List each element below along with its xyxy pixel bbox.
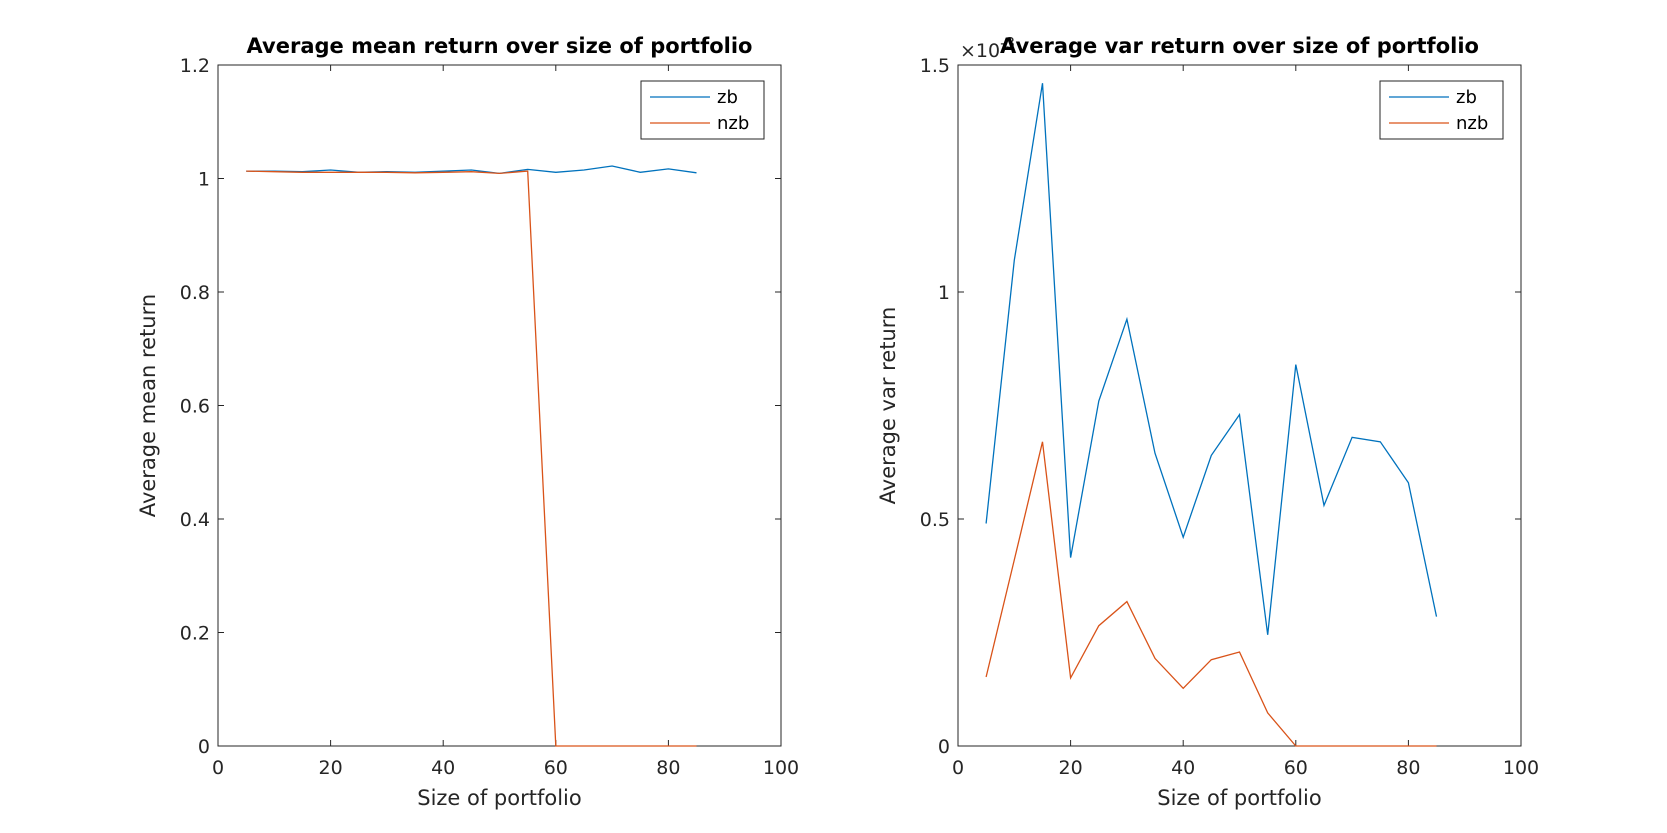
mean-return-chart: 0 20 40 60 80 100 0 0.2 0.4 0.6 0.8 1 1.2 Average mea…: [136, 34, 799, 810]
y-axis-label: Average var return: [876, 307, 900, 505]
y-axis-label: Average mean return: [136, 294, 160, 517]
x-tick-label: 80: [656, 757, 680, 779]
legend-label-nzb: nzb: [717, 113, 749, 134]
y-tick-label: 1: [198, 169, 210, 191]
series-zb: [985, 83, 1438, 635]
y-tick-label: 0.4: [180, 509, 210, 531]
x-tick-label: 20: [1059, 757, 1083, 779]
y-exponent-power: -3: [1000, 34, 1015, 52]
y-tick-label: 0.2: [180, 623, 210, 645]
legend-label-nzb: nzb: [1456, 113, 1488, 134]
x-tick-label: 60: [1284, 757, 1308, 779]
x-tick-label: 100: [763, 757, 799, 779]
series-line-zb: [246, 165, 697, 175]
x-axis-label: Size of portfolio: [417, 786, 582, 810]
y-tick-label: 1.2: [180, 55, 210, 77]
x-tick-label: 80: [1396, 757, 1420, 779]
y-tick-label: 0.8: [180, 282, 210, 304]
y-exponent-base: ×10: [960, 40, 1000, 62]
y-tick-label: 0.6: [180, 396, 210, 418]
x-tick-label: 100: [1503, 757, 1539, 779]
y-tick-label: 0.5: [920, 509, 950, 531]
plot-area: [957, 64, 1522, 747]
legend-box: [640, 80, 765, 140]
x-tick-label: 0: [212, 757, 224, 779]
legend-label-zb: zb: [1456, 87, 1477, 108]
series-line-nzb: [985, 441, 1437, 747]
x-axis-label: Size of portfolio: [1157, 786, 1322, 810]
x-tick-label: 0: [952, 757, 964, 779]
x-tick-label: 20: [319, 757, 343, 779]
y-tick-label: 0: [938, 736, 950, 758]
y-exponent-label: ×10-3: [960, 34, 1015, 62]
legend-label-zb: zb: [717, 87, 738, 108]
legend-box: [1379, 80, 1504, 140]
x-tick-label: 40: [431, 757, 455, 779]
series-line-zb: [985, 83, 1438, 635]
series-line-nzb: [246, 170, 697, 747]
series-zb: [246, 165, 697, 175]
x-tick-label: 40: [1171, 757, 1195, 779]
y-tick-label: 1.5: [920, 55, 950, 77]
chart-title: Average mean return over size of portfol…: [247, 34, 753, 58]
chart-title: Average var return over size of portfoli…: [1000, 34, 1479, 58]
y-tick-label: 0: [198, 736, 210, 758]
plot-area: [217, 64, 782, 747]
y-tick-label: 1: [938, 282, 950, 304]
series-nzb: [985, 441, 1437, 747]
legend: zb nzb: [1379, 80, 1504, 140]
x-tick-label: 60: [544, 757, 568, 779]
series-nzb: [246, 170, 697, 747]
legend: zb nzb: [640, 80, 765, 140]
